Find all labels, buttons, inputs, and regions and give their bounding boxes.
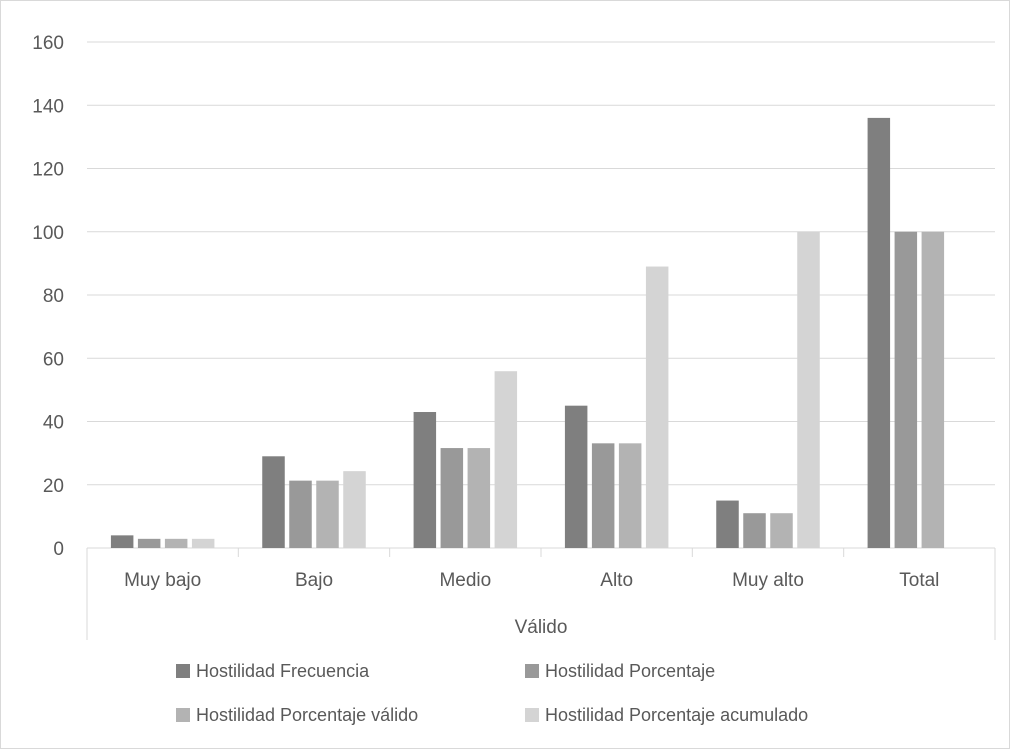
legend-label: Hostilidad Porcentaje válido <box>196 705 418 725</box>
legend-swatch <box>525 708 539 722</box>
bar <box>316 480 339 548</box>
bar <box>618 443 642 548</box>
bar <box>191 538 215 548</box>
y-tick-label: 80 <box>43 286 64 307</box>
bar <box>743 513 766 548</box>
y-tick-label: 140 <box>32 96 64 117</box>
bar <box>289 480 312 548</box>
y-tick-label: 120 <box>32 160 64 181</box>
x-category-label: Medio <box>439 570 491 591</box>
x-category-label: Total <box>899 570 939 591</box>
legend-swatch <box>525 664 539 678</box>
y-tick-label: 0 <box>53 539 64 560</box>
x-group-label: Válido <box>515 617 568 638</box>
bar <box>440 448 464 548</box>
bar <box>564 405 588 548</box>
y-tick-label: 160 <box>32 33 64 54</box>
bar <box>894 231 918 548</box>
legend-swatch <box>176 708 190 722</box>
bar <box>110 535 134 548</box>
bar <box>716 500 739 548</box>
x-category-label: Alto <box>600 570 633 591</box>
bar <box>921 231 945 548</box>
legend-label: Hostilidad Porcentaje <box>545 661 715 681</box>
bar <box>164 538 188 548</box>
bar <box>797 231 820 548</box>
bar <box>413 412 437 548</box>
bar <box>137 538 161 548</box>
bar <box>494 371 518 548</box>
y-tick-label: 20 <box>43 476 64 497</box>
bar <box>867 117 891 549</box>
y-tick-label: 100 <box>32 223 64 244</box>
y-tick-label: 40 <box>43 413 64 434</box>
x-category-label: Muy bajo <box>124 570 201 591</box>
x-category-label: Bajo <box>295 570 333 591</box>
y-tick-label: 60 <box>43 349 64 370</box>
bar <box>591 443 615 548</box>
bar <box>645 266 669 548</box>
legend-label: Hostilidad Porcentaje acumulado <box>545 705 808 725</box>
bar <box>262 456 285 548</box>
bar <box>467 448 491 548</box>
x-category-label: Muy alto <box>732 570 804 591</box>
legend-label: Hostilidad Frecuencia <box>196 661 370 681</box>
bar <box>343 471 366 548</box>
legend-swatch <box>176 664 190 678</box>
bar <box>770 513 793 548</box>
